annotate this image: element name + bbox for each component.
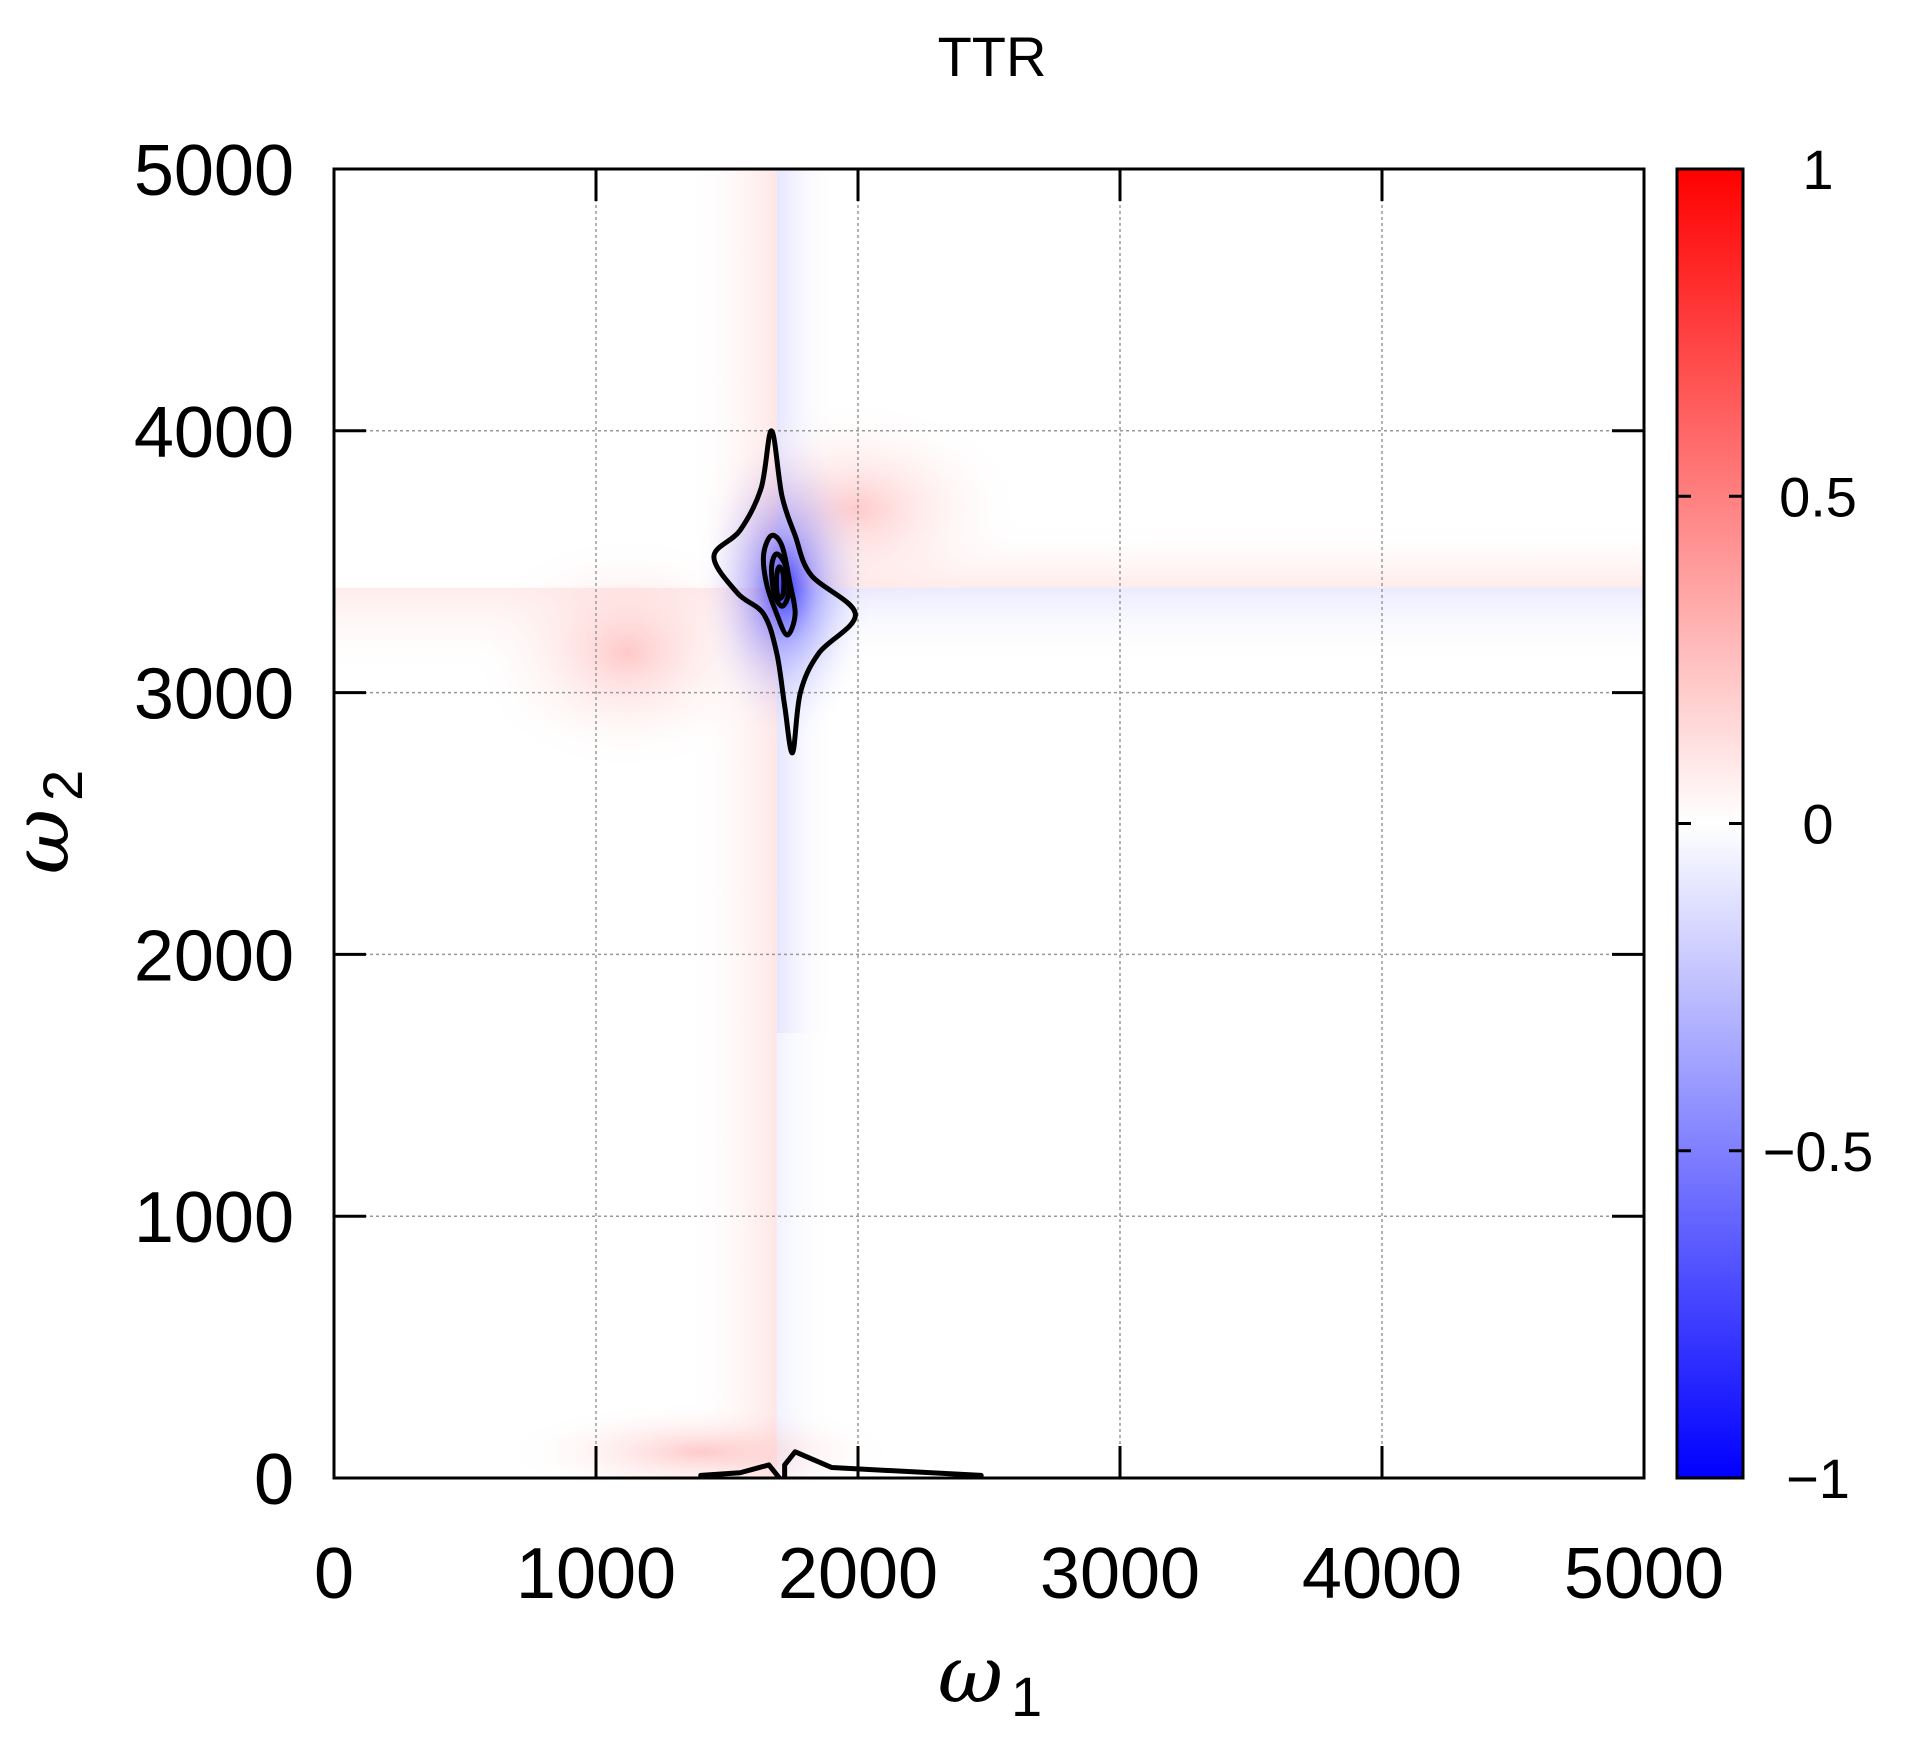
baseline-contour-1 (698, 1462, 782, 1478)
contour-lines (698, 428, 984, 1478)
y-tick-label-4: 4000 (134, 393, 294, 473)
contour-0 (711, 428, 858, 756)
x-tick-label-0: 0 (314, 1534, 354, 1614)
y-axis-symbol: ω (0, 809, 87, 874)
y-tick-label-5: 5000 (134, 131, 294, 211)
cb-tick-label-0: 1 (1802, 138, 1833, 201)
cb-tick-label-1: 0.5 (1779, 465, 1857, 528)
y-tick-label-3: 3000 (134, 655, 294, 735)
colorbar-ticks: 1 0.5 0 −0.5 −1 (1677, 138, 1873, 1510)
x-tick-labels: 0 1000 2000 3000 4000 5000 (314, 1534, 1724, 1614)
y-tick-label-2: 2000 (134, 916, 294, 996)
x-tick-label-2: 2000 (778, 1534, 938, 1614)
x-axis-subscript: 1 (1011, 1665, 1042, 1728)
y-tick-label-0: 0 (254, 1440, 294, 1520)
y-axis-subscript: 2 (31, 770, 94, 801)
x-axis-symbol: ω (938, 1628, 1003, 1721)
plot-frame (332, 167, 1646, 1480)
contour-1 (760, 532, 798, 638)
contour-2 (768, 551, 792, 609)
cb-tick-label-4: −1 (1786, 1447, 1850, 1510)
cb-tick-label-3: −0.5 (1763, 1120, 1874, 1183)
red-lobe-bottom (500, 1401, 901, 1478)
x-tick-label-1: 1000 (516, 1534, 676, 1614)
grid-lines (334, 169, 1644, 1478)
y-tick-labels: 0 1000 2000 3000 4000 5000 (134, 131, 294, 1520)
y-axis-title: ω2 (0, 770, 94, 874)
x-tick-label-4: 4000 (1302, 1534, 1462, 1614)
blue-band-lower (776, 1032, 837, 1478)
heatmap-field (334, 169, 1644, 1478)
y-tick-label-1: 1000 (134, 1178, 294, 1258)
contour-3 (773, 564, 787, 601)
chart-title: TTR (938, 25, 1047, 88)
x-tick-label-5: 5000 (1564, 1534, 1724, 1614)
cb-tick-label-2: 0 (1802, 793, 1833, 856)
baseline-contour-0 (782, 1449, 984, 1478)
x-tick-label-3: 3000 (1040, 1534, 1200, 1614)
plot-axes (332, 167, 1646, 1480)
red-band-vertical (686, 169, 777, 1478)
